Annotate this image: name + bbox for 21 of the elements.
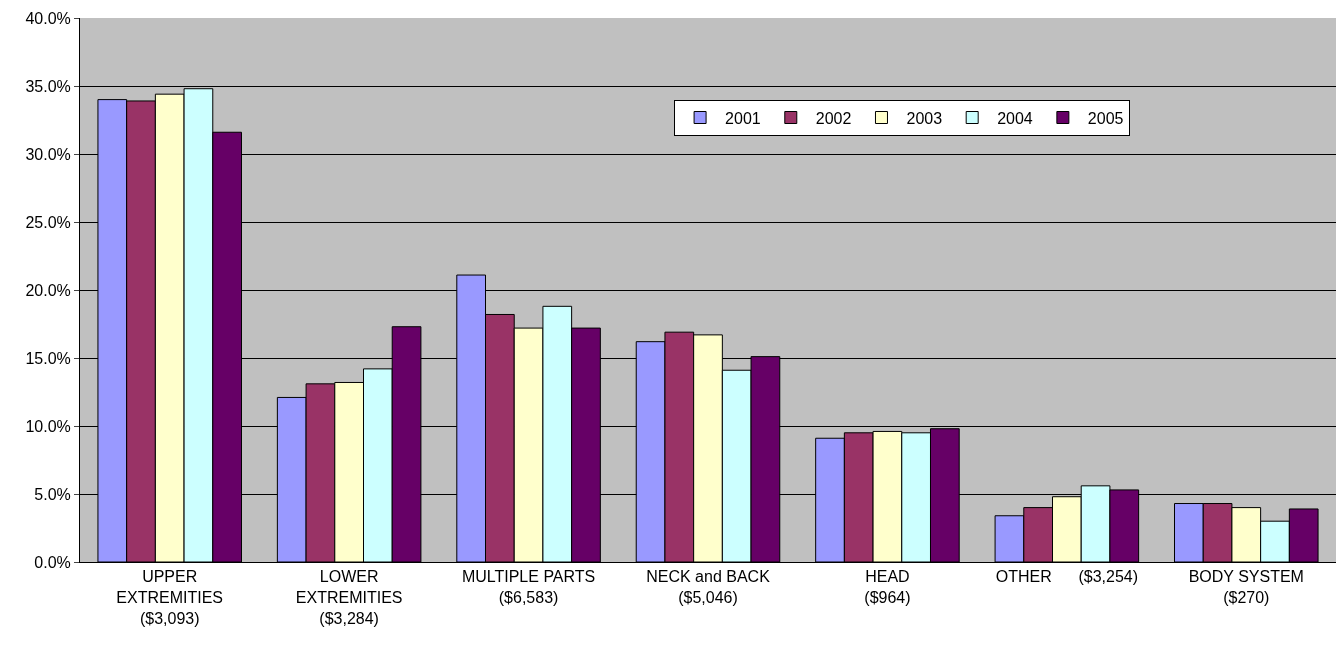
- x-tick-label: LOWER EXTREMITIES ($3,284): [295, 568, 403, 627]
- y-tick-label: 0.0%: [34, 553, 71, 571]
- legend-label: 2004: [997, 109, 1033, 127]
- y-tick-label: 40.0%: [25, 9, 71, 27]
- y-tick-label: 25.0%: [25, 213, 71, 231]
- x-tick-label: NECK and BACK ($5,046): [646, 568, 771, 606]
- x-tick-label: BODY SYSTEM ($270): [1188, 568, 1304, 606]
- y-tick-label: 20.0%: [25, 281, 71, 299]
- x-tick-label: UPPER EXTREMITIES ($3,093): [116, 568, 224, 627]
- x-tick-label: HEAD ($964): [864, 568, 911, 606]
- y-tick-label: 15.0%: [25, 349, 71, 367]
- legend-label: 2003: [906, 109, 943, 127]
- y-tick-label: 35.0%: [25, 77, 71, 95]
- x-tick-label: MULTIPLE PARTS ($6,583): [461, 568, 596, 606]
- legend-label: 2002: [815, 109, 852, 127]
- y-tick-label: 10.0%: [25, 417, 71, 435]
- x-tick-label: OTHER ($3,254): [995, 568, 1138, 586]
- legend-label: 2001: [725, 109, 761, 127]
- y-tick-label: 5.0%: [34, 485, 71, 503]
- y-tick-label: 30.0%: [25, 145, 71, 163]
- legend-label: 2005: [1087, 109, 1124, 127]
